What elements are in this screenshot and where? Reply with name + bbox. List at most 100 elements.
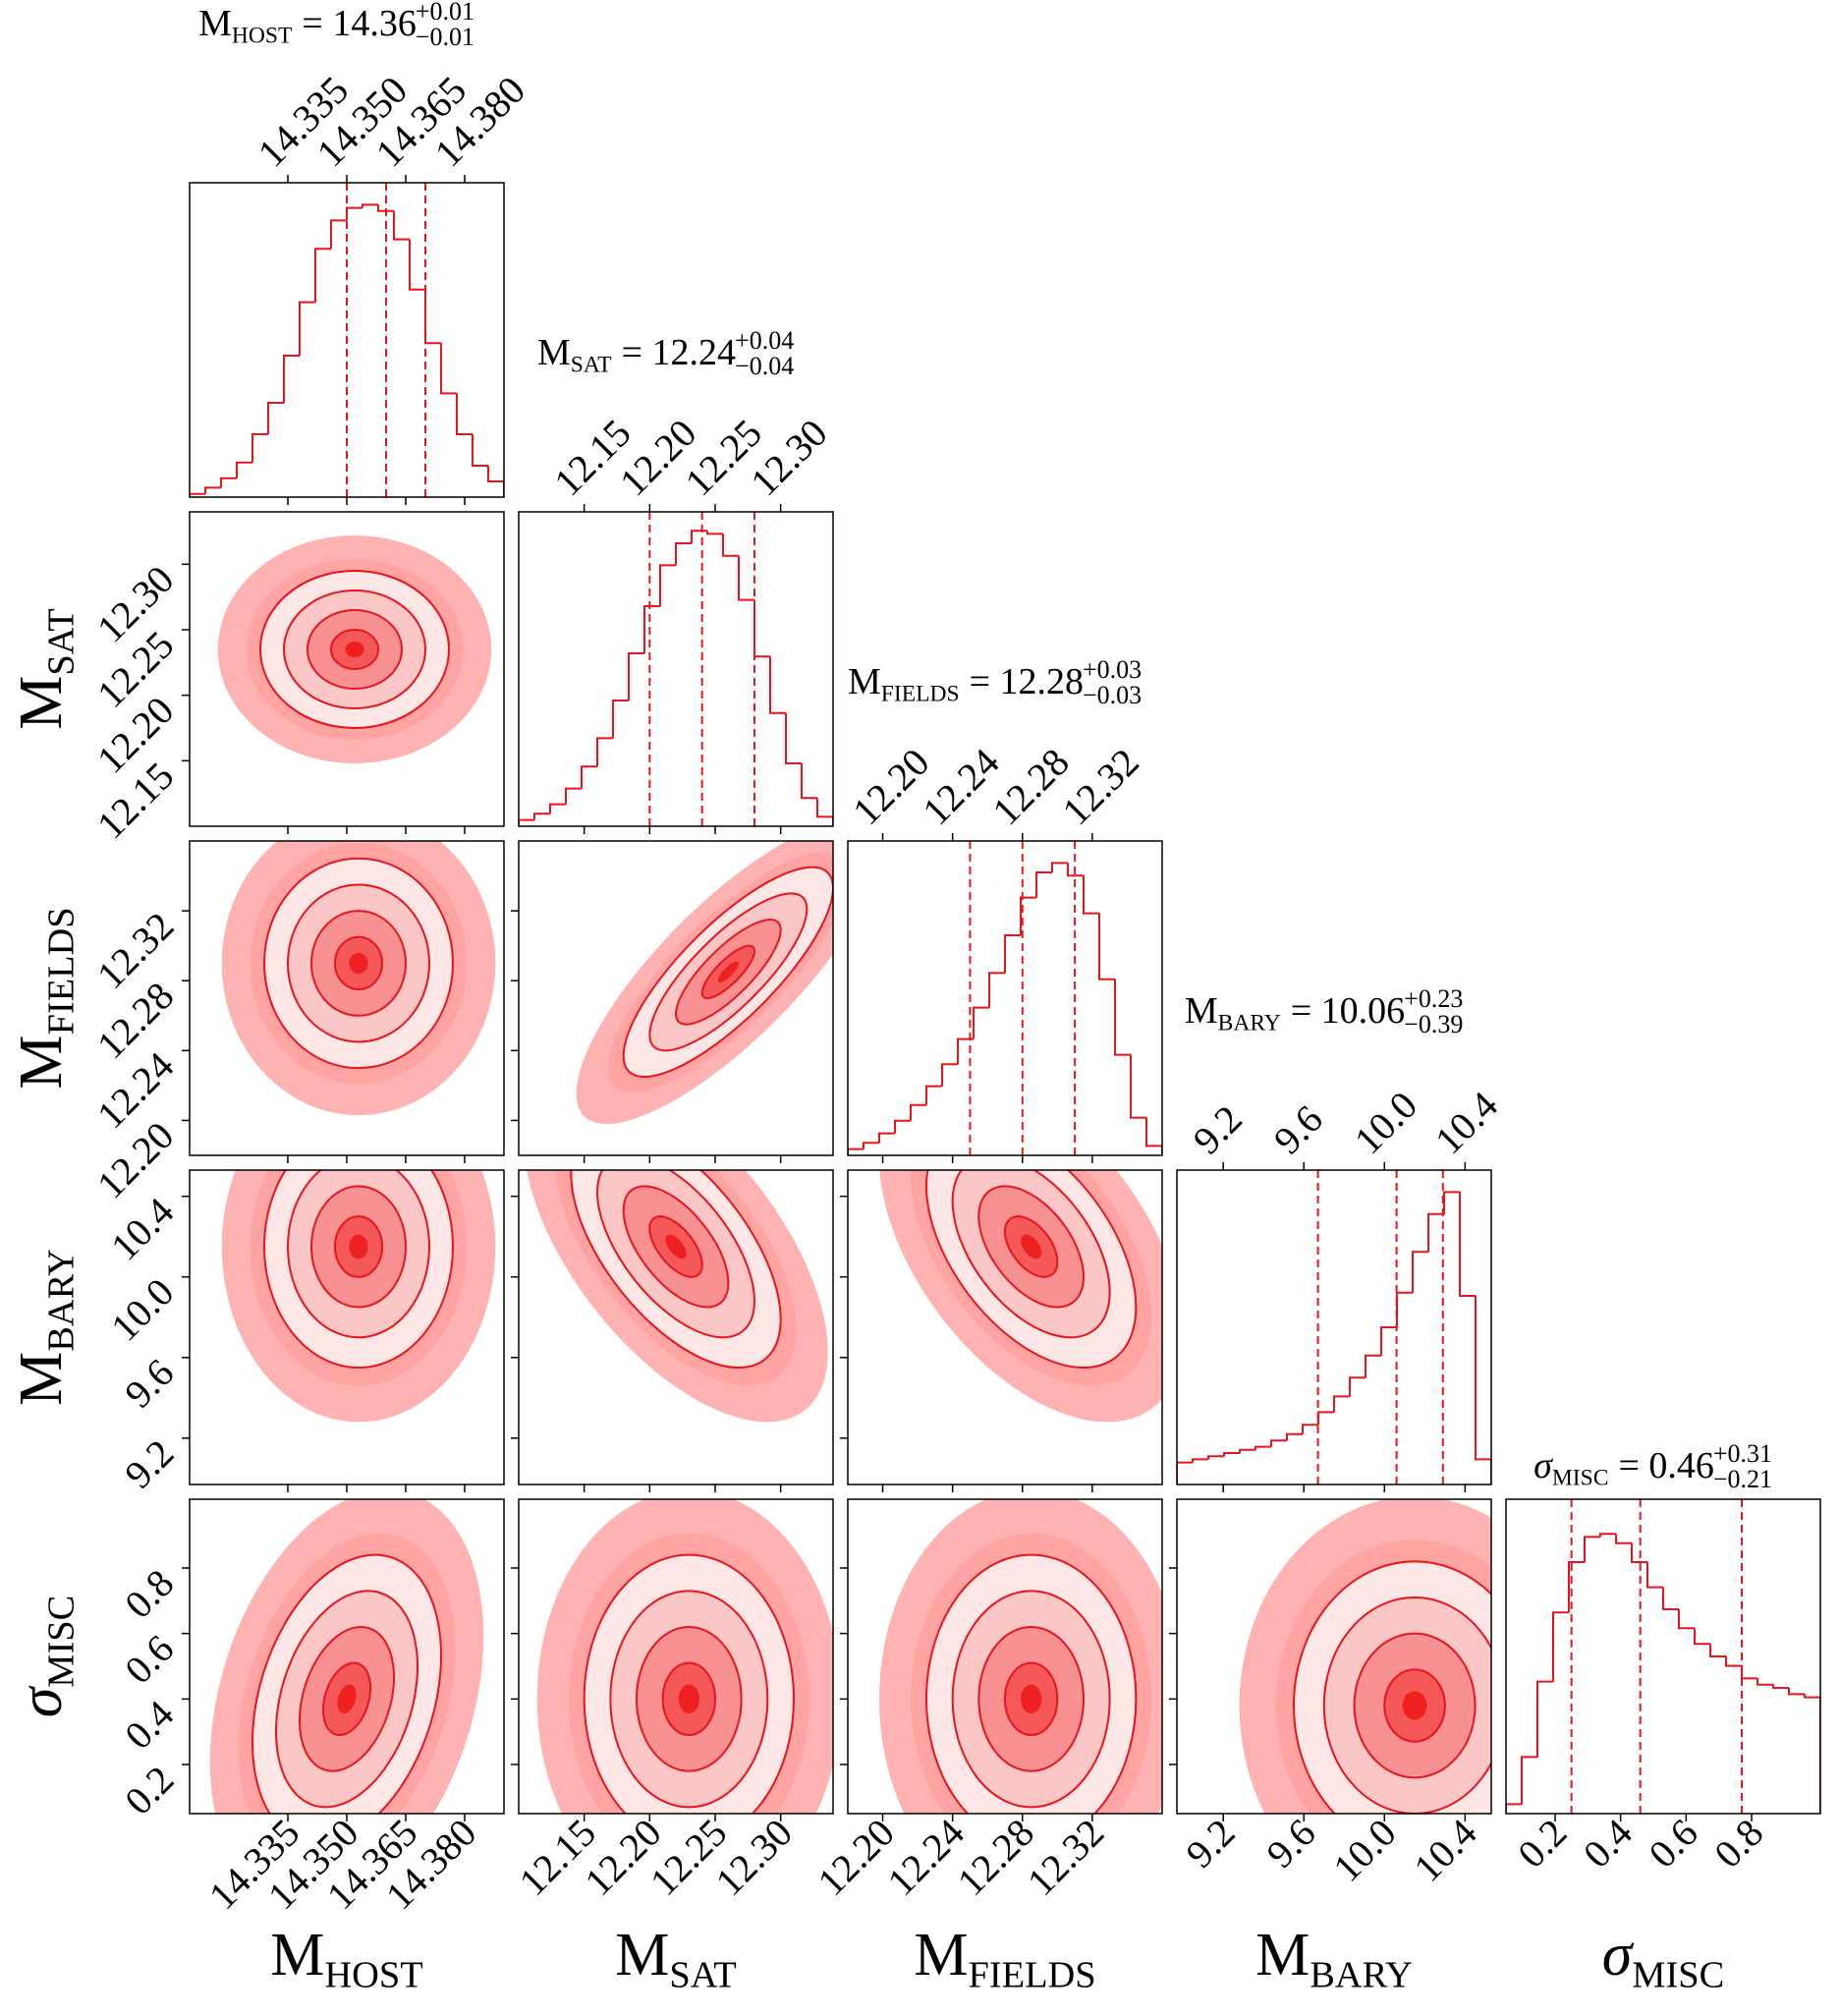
hist-bin — [1725, 1656, 1742, 1667]
hist-bin — [1506, 1803, 1522, 1814]
x-tick-label: 9.6 — [1265, 1096, 1331, 1162]
hist-bin — [957, 1037, 974, 1065]
hist-bin — [1051, 862, 1068, 872]
x-tick-label: 10.4 — [1405, 1811, 1484, 1890]
panel-frame — [518, 1498, 834, 1815]
hist-bin — [1584, 1536, 1600, 1562]
axis-label: σMISC — [8, 1596, 82, 1718]
contour — [330, 629, 379, 670]
symbol: M — [8, 1036, 75, 1090]
hist-bin — [1207, 1455, 1224, 1460]
hist-bin — [1756, 1678, 1773, 1686]
plot-area — [878, 1170, 1162, 1423]
symbol: σ — [1602, 1922, 1635, 1988]
contour — [310, 1185, 407, 1309]
hist-bin — [220, 476, 237, 488]
hist-bin — [472, 434, 488, 467]
hist-bin — [706, 531, 723, 535]
hist-bin — [1317, 1411, 1334, 1426]
hist-bin — [1239, 1448, 1255, 1453]
hist-bin — [1286, 1432, 1303, 1441]
plot-area — [524, 1170, 828, 1423]
contour — [622, 866, 833, 1078]
x-tick-label: 12.20 — [576, 1811, 669, 1904]
axis-label: MSAT — [8, 608, 82, 729]
x-tick-label: 10.0 — [1346, 1083, 1425, 1162]
contour — [310, 910, 407, 1017]
density-level — [678, 1684, 700, 1714]
contour — [622, 1185, 730, 1309]
density-level — [1402, 1691, 1427, 1720]
x-tick-label: 12.32 — [1019, 1811, 1112, 1904]
hist-bin — [1192, 1458, 1208, 1463]
subscript: HOST — [232, 24, 293, 49]
hist-bin — [1177, 1461, 1193, 1484]
contour — [700, 944, 755, 999]
subscript: BARY — [40, 1249, 82, 1352]
contour — [596, 1170, 756, 1339]
y-tick-label: 0.8 — [116, 1561, 182, 1627]
x-tick-label: 12.28 — [949, 1811, 1042, 1904]
hist-bin — [362, 203, 378, 208]
x-tick-label: 12.15 — [511, 1811, 604, 1904]
hist-bin — [314, 248, 331, 303]
y-tick-label: 0.2 — [116, 1758, 182, 1823]
hist-bin — [346, 206, 362, 221]
title-minus: −0.39 — [1404, 1010, 1463, 1038]
plot-area — [1177, 1170, 1491, 1484]
hist-bin — [1788, 1688, 1805, 1696]
density-panel — [840, 1169, 1163, 1492]
hist-bin — [878, 1132, 895, 1144]
title-plus: +0.03 — [1083, 655, 1142, 684]
x-tick-label: 12.24 — [914, 740, 1007, 833]
contour — [263, 857, 454, 1070]
panel-frame — [847, 1498, 1163, 1815]
density-level — [349, 952, 368, 975]
contour — [1292, 1560, 1491, 1814]
x-tick-label: 9.2 — [1177, 1811, 1243, 1876]
symbol: M — [270, 1922, 324, 1988]
panel-frame — [1505, 1498, 1821, 1815]
hist-bin — [1804, 1694, 1820, 1814]
plot-area — [1239, 1499, 1491, 1814]
hist-bin — [612, 700, 629, 739]
plot-area — [879, 1499, 1162, 1814]
contour — [648, 892, 808, 1052]
hist-bin — [1380, 1326, 1397, 1356]
hist-bin — [1302, 1424, 1318, 1434]
hist-bin — [801, 763, 817, 800]
contour — [1353, 1632, 1477, 1779]
y-tick-label: 9.2 — [116, 1430, 182, 1496]
hist-bin — [988, 972, 1005, 1008]
symbol: M — [615, 1922, 669, 1988]
contour — [674, 919, 782, 1026]
title-minus: −0.01 — [416, 23, 474, 51]
hist-bin — [549, 803, 566, 814]
hist-bin — [1521, 1756, 1537, 1805]
hist-bin — [1568, 1561, 1585, 1613]
plot-area — [190, 183, 504, 497]
axis-label: MSAT — [615, 1922, 736, 1995]
contour — [925, 1170, 1138, 1370]
subscript: FIELDS — [40, 907, 82, 1035]
hist-bin — [1098, 913, 1115, 980]
contour — [263, 1170, 454, 1370]
panel-frame — [1176, 1169, 1492, 1485]
hist-bin — [1741, 1665, 1757, 1680]
hist-bin — [581, 765, 597, 789]
contour — [1322, 1596, 1491, 1814]
y-tick-label: 10.0 — [102, 1269, 182, 1349]
x-tick-label: 12.32 — [1053, 740, 1146, 833]
hist-bin — [440, 343, 457, 395]
title-minus: −0.04 — [735, 352, 794, 380]
contour — [287, 1170, 430, 1339]
subscript: BARY — [1310, 1954, 1413, 1995]
plot-area — [221, 841, 496, 1116]
x-tick-label: 12.25 — [641, 1811, 735, 1904]
hist-bin — [1349, 1376, 1366, 1397]
symbol: M — [914, 1922, 968, 1988]
panel-frame — [518, 1169, 834, 1485]
hist-bin — [267, 402, 284, 434]
